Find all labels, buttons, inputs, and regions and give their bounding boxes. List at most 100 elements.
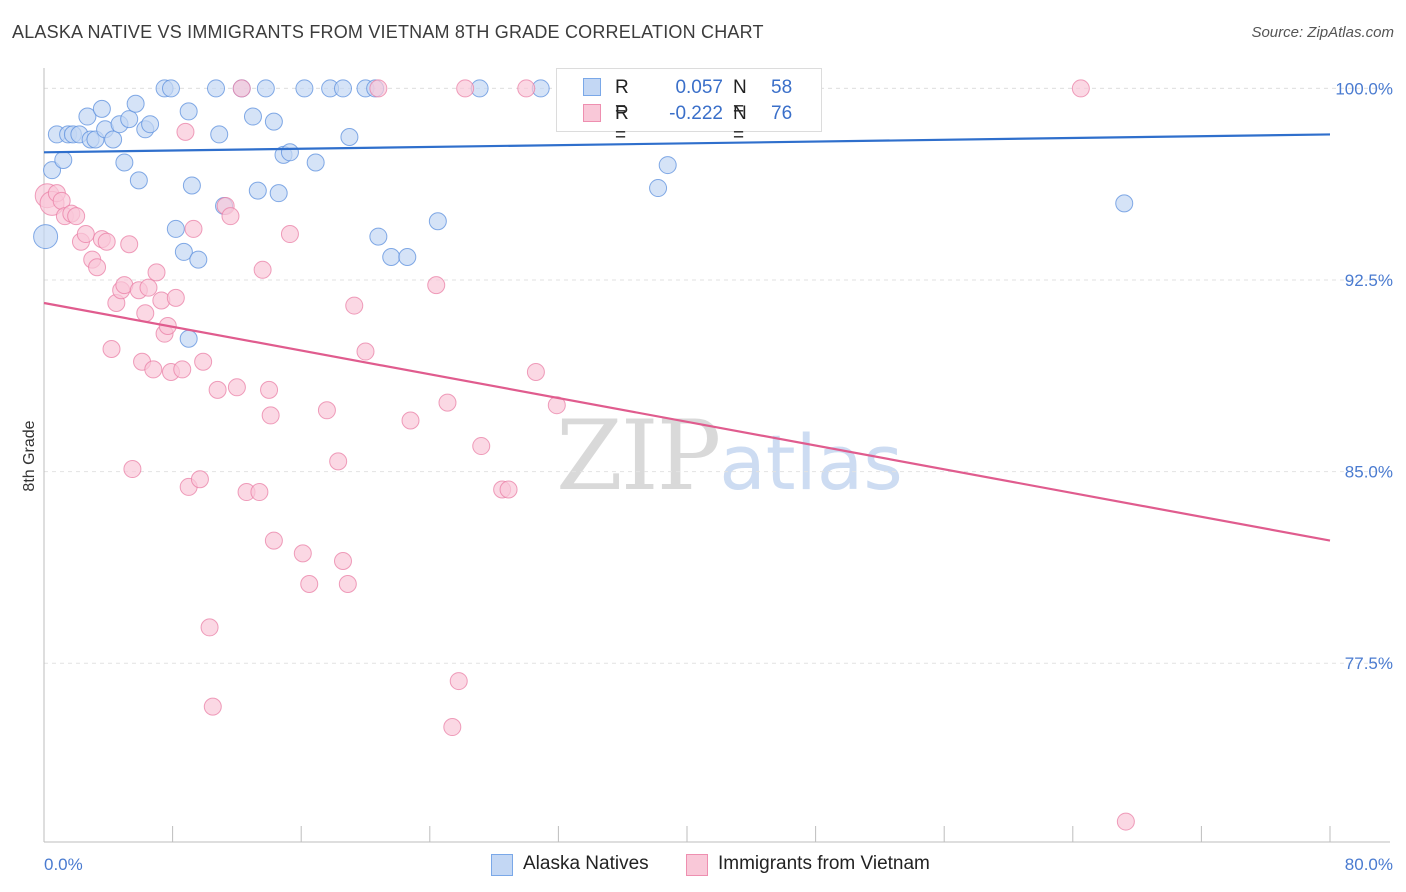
y-axis-label: 8th Grade bbox=[21, 420, 38, 491]
r-label: R = bbox=[615, 77, 629, 120]
alaska-native-point bbox=[189, 250, 208, 269]
alaska-native-point bbox=[78, 107, 97, 126]
alaska-native-point bbox=[264, 112, 283, 131]
vietnam-immigrant-point bbox=[173, 360, 192, 379]
vietnam-immigrant-point bbox=[88, 258, 107, 277]
alaska-native-point bbox=[306, 153, 325, 172]
r-value: 0.057 bbox=[675, 77, 723, 98]
vietnam-immigrant-point bbox=[356, 342, 375, 361]
vietnam-immigrant-point bbox=[517, 79, 536, 98]
vietnam-immigrant-point bbox=[401, 411, 420, 430]
vietnam-immigrant-point bbox=[97, 232, 116, 251]
correlation-legend: R = 0.057 N = 58 R = -0.222 N = 76 bbox=[556, 68, 822, 146]
vietnam-immigrant-point bbox=[369, 79, 388, 98]
alaska-native-point bbox=[340, 127, 359, 146]
tick-labels: 100.0% 92.5% 85.0% 77.5% 0.0% 80.0% bbox=[44, 79, 1393, 874]
vietnam-immigrant-point bbox=[250, 483, 269, 502]
alaska-native-point bbox=[126, 94, 145, 113]
vietnam-immigrant-point bbox=[190, 470, 209, 489]
vietnam-immigrant-point bbox=[120, 235, 139, 254]
y-tick-label: 100.0% bbox=[1335, 79, 1393, 98]
vietnam-immigrant-point bbox=[139, 278, 158, 297]
vietnam-immigrant-point bbox=[264, 531, 283, 550]
n-label: N = bbox=[733, 103, 747, 146]
alaska-native-point bbox=[92, 99, 111, 118]
y-tick-label: 77.5% bbox=[1345, 654, 1393, 673]
vietnam-immigrant-point bbox=[449, 672, 468, 691]
legend-swatch-vietnam bbox=[583, 104, 601, 122]
legend-swatch-vietnam bbox=[686, 854, 708, 876]
y-tick-label: 92.5% bbox=[1345, 271, 1393, 290]
r-value: -0.222 bbox=[669, 103, 723, 124]
r-label: R = bbox=[615, 103, 629, 146]
alaska-native-point bbox=[120, 110, 139, 129]
vietnam-immigrant-point bbox=[253, 260, 272, 279]
vietnam-immigrant-point bbox=[147, 263, 166, 282]
vietnam-immigrant-point bbox=[472, 437, 491, 456]
chart-title: ALASKA NATIVE VS IMMIGRANTS FROM VIETNAM… bbox=[12, 22, 764, 42]
x-tick-label: 80.0% bbox=[1345, 855, 1393, 874]
alaska-native-point bbox=[179, 102, 198, 121]
vietnam-immigrant-point bbox=[293, 544, 312, 563]
alaska-native-point bbox=[269, 184, 288, 203]
alaska-native-point bbox=[33, 224, 59, 250]
vietnam-immigrant-point bbox=[260, 380, 279, 399]
vietnam-immigrant-point bbox=[317, 401, 336, 420]
alaska-trend-line bbox=[43, 133, 1331, 154]
vietnam-immigrant-point bbox=[456, 79, 475, 98]
vietnam-immigrant-point bbox=[1116, 812, 1135, 831]
alaska-native-point bbox=[1115, 194, 1134, 213]
vietnam-immigrant-point bbox=[200, 618, 219, 637]
vietnam-immigrant-point bbox=[443, 718, 462, 737]
vietnam-immigrant-point bbox=[261, 406, 280, 425]
source-label: Source: ZipAtlas.com bbox=[1251, 24, 1394, 41]
legend-swatch-alaska bbox=[583, 78, 601, 96]
vietnam-immigrant-point bbox=[333, 552, 352, 571]
alaska-native-point bbox=[428, 212, 447, 231]
vietnam-immigrant-point bbox=[203, 697, 222, 716]
vietnam-immigrant-point bbox=[526, 362, 545, 381]
x-tick-label: 0.0% bbox=[44, 855, 83, 874]
vietnam-immigrant-point bbox=[208, 380, 227, 399]
vietnam-immigrant-point bbox=[338, 575, 357, 593]
alaska-native-point bbox=[369, 227, 388, 246]
vietnam-immigrant-point bbox=[329, 452, 348, 471]
axes bbox=[43, 68, 1390, 843]
n-label: N = bbox=[733, 77, 747, 120]
vietnam-immigrant-point bbox=[144, 360, 163, 379]
vietnam-immigrant-point bbox=[123, 460, 142, 479]
alaska-native-point bbox=[243, 107, 262, 126]
vietnam-immigrant-point bbox=[136, 304, 155, 323]
alaska-native-point bbox=[129, 171, 148, 190]
alaska-native-point bbox=[382, 248, 401, 267]
vietnam-immigrant-point bbox=[499, 480, 518, 499]
alaska-native-point bbox=[398, 248, 417, 267]
vietnam-trend-line bbox=[43, 301, 1331, 542]
y-tick-label: 85.0% bbox=[1345, 463, 1393, 482]
alaska-native-point bbox=[649, 179, 668, 198]
alaska-native-point bbox=[174, 242, 193, 261]
vietnam-immigrant-point bbox=[280, 225, 299, 244]
vietnam-immigrant-point bbox=[345, 296, 364, 315]
vietnam-immigrant-point bbox=[221, 207, 240, 226]
n-value: 76 bbox=[771, 103, 793, 124]
vietnam-immigrant-point bbox=[166, 288, 185, 307]
alaska-native-point bbox=[333, 79, 352, 98]
trend-lines bbox=[43, 133, 1331, 542]
alaska-native-point bbox=[115, 153, 134, 172]
vietnam-immigrant-point bbox=[438, 393, 457, 412]
vietnam-immigrant-point bbox=[67, 207, 86, 226]
data-points bbox=[33, 79, 1135, 831]
alaska-native-point bbox=[658, 156, 677, 175]
vietnam-immigrant-point bbox=[176, 122, 195, 141]
series-legend: Alaska Natives Immigrants from Vietnam bbox=[0, 852, 1406, 878]
alaska-native-point bbox=[141, 115, 160, 134]
alaska-native-point bbox=[210, 125, 229, 144]
vietnam-immigrant-point bbox=[102, 339, 121, 358]
vietnam-immigrant-point bbox=[227, 378, 246, 397]
legend-swatch-alaska bbox=[491, 854, 513, 876]
alaska-native-point bbox=[256, 79, 275, 98]
legend-label-vietnam: Immigrants from Vietnam bbox=[718, 853, 930, 874]
alaska-native-point bbox=[280, 143, 299, 162]
